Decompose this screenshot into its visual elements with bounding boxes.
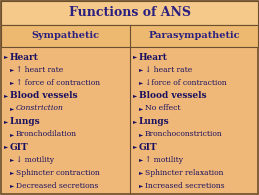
Text: Increased secretions: Increased secretions — [145, 182, 225, 190]
Text: Heart: Heart — [10, 52, 39, 61]
Text: ►: ► — [10, 183, 14, 188]
Text: ►: ► — [133, 54, 137, 59]
Text: Blood vessels: Blood vessels — [10, 91, 77, 100]
Text: ►: ► — [10, 157, 14, 162]
Text: ►: ► — [4, 93, 8, 98]
Text: ►: ► — [139, 183, 143, 188]
Text: No effect: No effect — [145, 105, 181, 113]
Text: Functions of ANS: Functions of ANS — [69, 6, 191, 20]
Text: ►: ► — [4, 119, 8, 124]
Text: ►: ► — [139, 157, 143, 162]
Text: Decreased secretions: Decreased secretions — [16, 182, 98, 190]
Text: ►: ► — [139, 106, 143, 111]
Text: ►: ► — [10, 132, 14, 137]
Text: ►: ► — [139, 132, 143, 137]
Text: ►: ► — [139, 170, 143, 175]
Text: Blood vessels: Blood vessels — [139, 91, 206, 100]
Text: Heart: Heart — [139, 52, 168, 61]
Text: Sympathetic: Sympathetic — [31, 32, 99, 41]
Text: ►: ► — [139, 80, 143, 85]
Text: ↓ heart rate: ↓ heart rate — [145, 66, 192, 74]
Text: ►: ► — [133, 119, 137, 124]
Text: ↓force of contraction: ↓force of contraction — [145, 79, 227, 87]
Text: ►: ► — [10, 170, 14, 175]
Text: Lungs: Lungs — [139, 117, 170, 126]
Text: ►: ► — [4, 144, 8, 150]
Text: Bronchoconstriction: Bronchoconstriction — [145, 130, 223, 138]
Text: Lungs: Lungs — [10, 117, 41, 126]
Text: ↑ heart rate: ↑ heart rate — [16, 66, 63, 74]
Text: ↓ motility: ↓ motility — [16, 156, 54, 164]
Text: ►: ► — [133, 93, 137, 98]
Text: Parasympathetic: Parasympathetic — [148, 32, 240, 41]
Text: ↑ force of contraction: ↑ force of contraction — [16, 79, 100, 87]
Text: ►: ► — [4, 54, 8, 59]
Text: ↑ motility: ↑ motility — [145, 156, 183, 164]
Text: ►: ► — [139, 67, 143, 72]
Text: ►: ► — [10, 80, 14, 85]
Text: Sphincter relaxation: Sphincter relaxation — [145, 169, 224, 177]
Text: Bronchodilation: Bronchodilation — [16, 130, 77, 138]
Text: GIT: GIT — [10, 143, 29, 152]
Text: GIT: GIT — [139, 143, 158, 152]
Bar — [1, 1, 258, 25]
Text: ►: ► — [10, 106, 14, 111]
Text: ►: ► — [133, 144, 137, 150]
Bar — [1, 25, 258, 47]
Text: Sphincter contraction: Sphincter contraction — [16, 169, 100, 177]
Text: ►: ► — [10, 67, 14, 72]
Text: Constriction: Constriction — [16, 105, 64, 113]
